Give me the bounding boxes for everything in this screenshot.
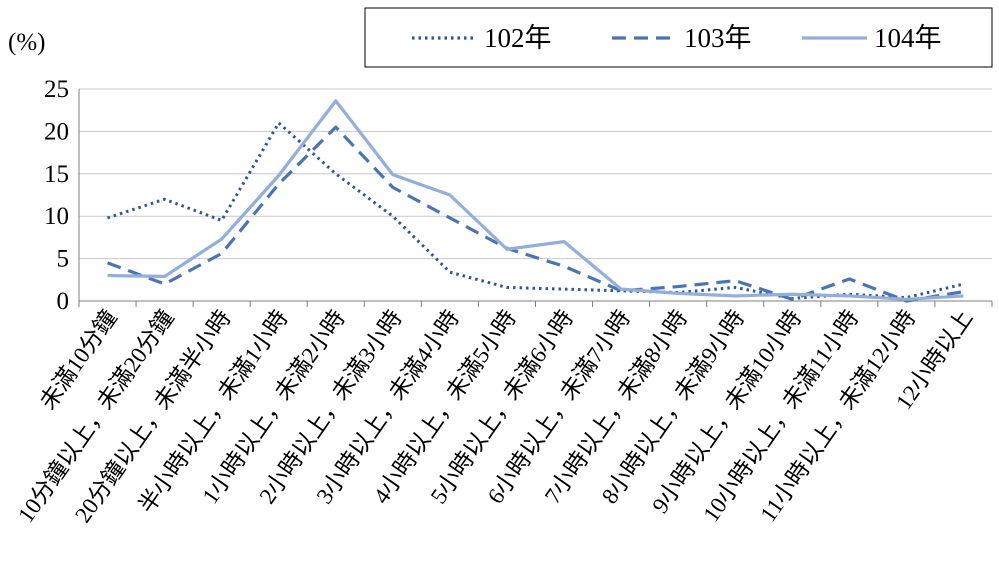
y-axis: 0 5 10 15 20 25 [44,76,80,315]
gridlines [79,88,992,260]
legend-label-0: 102年 [484,23,552,53]
legend-box [364,7,993,68]
x-axis: 未滿10分鐘10分鐘以上，未滿20分鐘20分鐘以上，未滿半小時半小時以上，未滿1… [13,300,993,527]
series-line-2 [107,99,964,301]
series-line-0 [107,121,964,300]
unit-label: (%) [8,29,45,56]
y-tick-label: 0 [57,288,70,315]
legend-label-2: 104年 [874,23,942,53]
y-tick-label: 20 [44,118,69,145]
legend: 102年 103年 104年 [364,7,993,68]
y-tick-label: 15 [44,161,69,188]
y-tick-label: 25 [44,76,69,103]
series-line-1 [106,125,964,303]
series-lines [106,99,964,303]
legend-label-1: 103年 [684,23,752,53]
y-tick-label: 5 [57,246,70,273]
y-tick-label: 10 [44,203,69,230]
